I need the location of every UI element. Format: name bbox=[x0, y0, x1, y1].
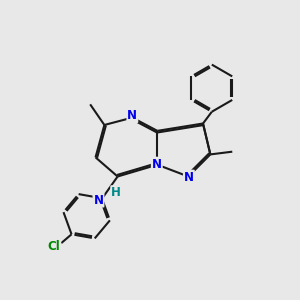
Text: H: H bbox=[111, 186, 121, 199]
Text: N: N bbox=[94, 194, 103, 207]
Text: N: N bbox=[127, 109, 137, 122]
Text: N: N bbox=[184, 171, 194, 184]
Text: methyl: methyl bbox=[87, 87, 136, 101]
Text: N: N bbox=[152, 158, 162, 171]
Text: Cl: Cl bbox=[47, 240, 60, 253]
